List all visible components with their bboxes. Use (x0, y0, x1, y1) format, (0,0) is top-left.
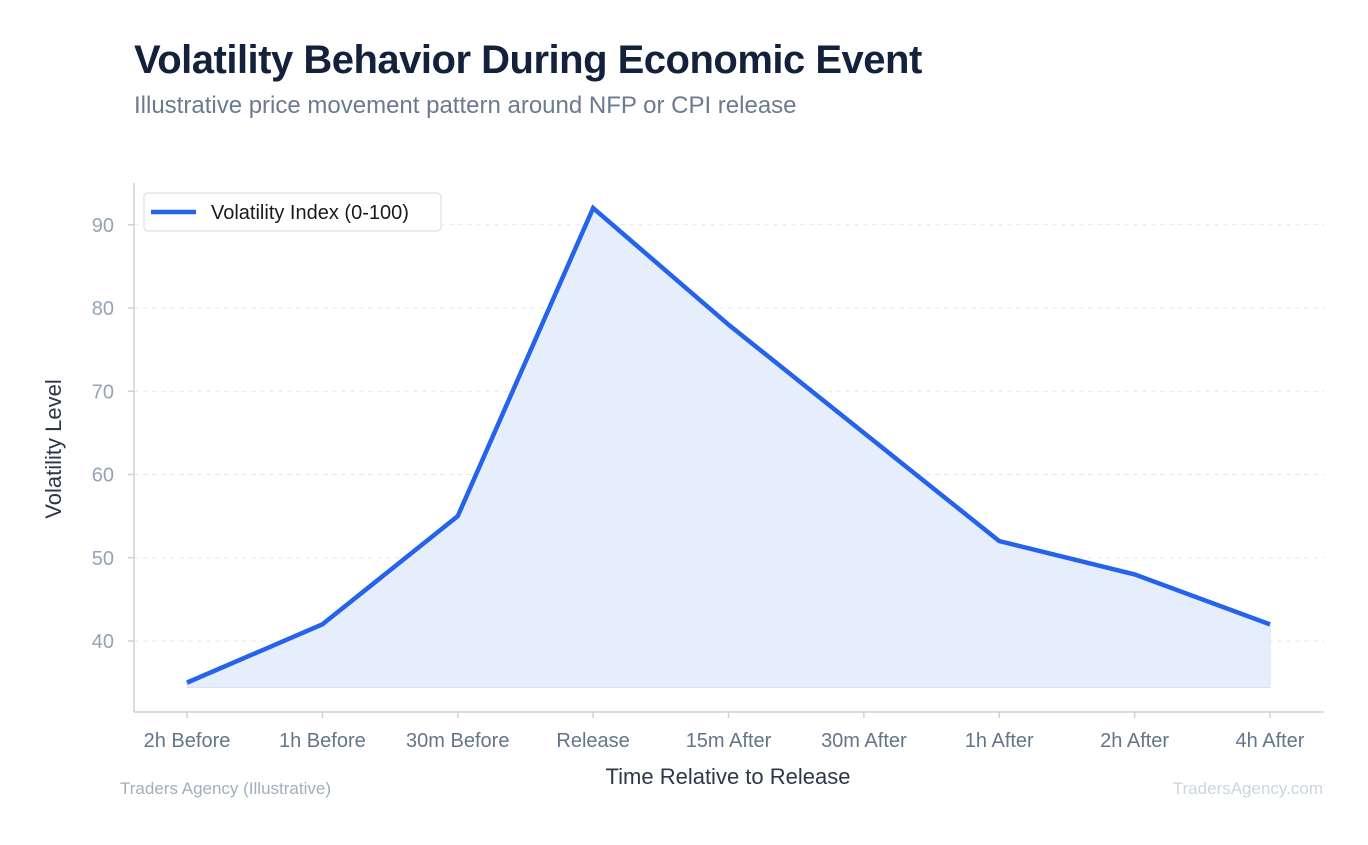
y-tick-label: 50 (92, 548, 114, 570)
x-axis-ticks: 2h Before 1h Before 30m Before Release 15m A… (144, 712, 1305, 752)
x-axis-label: Time Relative to Release (606, 764, 851, 789)
y-axis-label: Volatility Level (41, 379, 66, 518)
area-fill-group (186, 207, 1271, 689)
x-tick-label: 30m After (821, 730, 907, 752)
x-tick-label: Release (556, 730, 629, 752)
y-tick-label: 80 (92, 298, 114, 320)
watermark: TradersAgency.com (1172, 779, 1323, 798)
y-tick-label: 40 (92, 631, 114, 653)
x-tick-label: 4h After (1236, 730, 1305, 752)
x-tick-label: 30m Before (406, 730, 509, 752)
y-tick-label: 70 (92, 381, 114, 403)
x-tick-label: 2h Before (144, 730, 231, 752)
y-tick-label: 90 (92, 215, 114, 237)
legend: Volatility Index (0-100) (143, 192, 442, 232)
x-tick-label: 15m After (686, 730, 772, 752)
x-tick-label: 2h After (1100, 730, 1169, 752)
chart-title: Volatility Behavior During Economic Even… (134, 38, 922, 82)
y-tick-label: 60 (92, 465, 114, 487)
area-fill (186, 207, 1271, 689)
series-line-group (186, 204, 1271, 685)
x-tick-label: 1h Before (279, 730, 366, 752)
legend-box (143, 192, 442, 232)
x-tick-label: 1h After (965, 730, 1034, 752)
source-note: Traders Agency (Illustrative) (120, 779, 331, 798)
y-axis-ticks: 40 50 60 70 80 90 (92, 215, 134, 653)
chart-subtitle: Illustrative price movement pattern arou… (134, 92, 797, 119)
legend-label: Volatility Index (0-100) (211, 202, 409, 224)
